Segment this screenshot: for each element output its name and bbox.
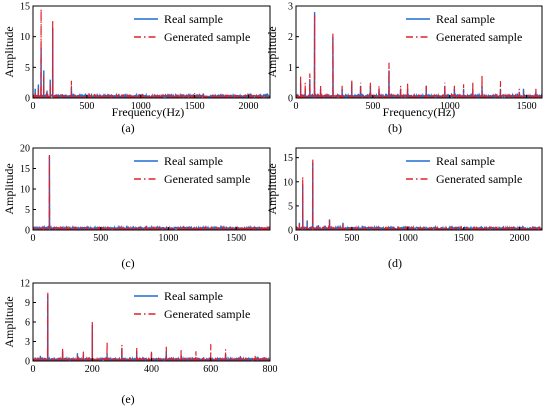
x-tick-label: 1000 bbox=[131, 101, 151, 112]
y-tick-label: 3 bbox=[288, 2, 293, 13]
y-tick-label: 0 bbox=[25, 226, 30, 237]
panel-e: 0 200 400 600 800 0 3 6 9 12 Amplitude (e) Real samp… bbox=[2, 279, 278, 407]
panel-b: 0 500 1000 1500 0 1 2 3 Amplitude Frequency(Hz) (b… bbox=[265, 2, 543, 135]
x-tick-label: 1000 bbox=[158, 233, 178, 244]
x-tick-label: 1500 bbox=[454, 233, 474, 244]
x-tick-label: 500 bbox=[93, 233, 108, 244]
x-tick-label: 500 bbox=[79, 101, 94, 112]
x-tick-label: 0 bbox=[294, 233, 299, 244]
legend: Real sample Generated sample bbox=[402, 8, 540, 46]
y-tick-label: 2 bbox=[288, 32, 293, 43]
generated-legend-label: Generated sample bbox=[436, 30, 522, 44]
real-legend-label: Real sample bbox=[164, 12, 223, 26]
real-legend-label: Real sample bbox=[436, 12, 495, 26]
y-tick-label: 0 bbox=[288, 94, 293, 105]
panel-caption: (b) bbox=[388, 121, 402, 135]
y-tick-label: 12 bbox=[20, 279, 30, 290]
y-tick-label: 15 bbox=[283, 153, 293, 164]
x-axis-label: Frequency(Hz) bbox=[112, 105, 185, 119]
x-tick-label: 500 bbox=[344, 233, 359, 244]
panel-d: 0 500 1000 1500 2000 0 5 10 15 Amplitude (d) Real s… bbox=[265, 147, 543, 270]
y-axis-label: Amplitude bbox=[265, 163, 279, 214]
y-tick-label: 20 bbox=[20, 144, 30, 155]
x-tick-label: 600 bbox=[203, 364, 218, 375]
panel-a: 0 500 1000 1500 2000 0 5 10 15 Amplitude Frequency… bbox=[2, 2, 271, 135]
x-tick-label: 200 bbox=[85, 364, 100, 375]
y-tick-label: 6 bbox=[25, 318, 30, 329]
x-tick-label: 0 bbox=[31, 233, 36, 244]
y-axis-label: Amplitude bbox=[2, 26, 16, 77]
plot-frame bbox=[295, 147, 543, 231]
x-tick-label: 1500 bbox=[517, 101, 537, 112]
plot-frame bbox=[295, 5, 543, 99]
panel-caption: (e) bbox=[121, 392, 134, 406]
y-tick-label: 10 bbox=[20, 32, 30, 43]
panel-caption: (d) bbox=[388, 256, 402, 270]
y-tick-label: 5 bbox=[288, 201, 293, 212]
y-tick-label: 0 bbox=[25, 357, 30, 368]
legend: Real sample Generated sample bbox=[130, 150, 268, 188]
legend: Real sample Generated sample bbox=[130, 285, 268, 323]
generated-legend-label: Generated sample bbox=[164, 307, 250, 321]
y-tick-label: 1 bbox=[288, 63, 293, 74]
real-legend-label: Real sample bbox=[164, 289, 223, 303]
y-tick-label: 15 bbox=[20, 2, 30, 13]
generated-legend-label: Generated sample bbox=[164, 30, 250, 44]
y-tick-label: 10 bbox=[20, 185, 30, 196]
legend: Real sample Generated sample bbox=[402, 150, 540, 188]
x-tick-label: 2000 bbox=[238, 101, 258, 112]
x-tick-label: 0 bbox=[31, 101, 36, 112]
generated-legend-label: Generated sample bbox=[164, 172, 250, 186]
panel-c: 0 500 1000 1500 0 5 10 15 20 Amplitude (c) Real sam… bbox=[2, 144, 271, 270]
y-tick-label: 5 bbox=[25, 63, 30, 74]
x-tick-label: 1500 bbox=[185, 101, 205, 112]
x-tick-label: 0 bbox=[31, 364, 36, 375]
x-tick-label: 2000 bbox=[510, 233, 530, 244]
y-tick-label: 9 bbox=[25, 298, 30, 309]
panel-caption: (a) bbox=[121, 121, 134, 135]
x-tick-label: 1000 bbox=[440, 101, 460, 112]
x-tick-label: 0 bbox=[294, 101, 299, 112]
x-tick-label: 500 bbox=[365, 101, 380, 112]
generated-sample-line bbox=[296, 159, 542, 230]
y-tick-label: 3 bbox=[25, 337, 30, 348]
generated-sample-line bbox=[33, 154, 270, 230]
generated-sample-line bbox=[33, 9, 270, 98]
x-tick-label: 1500 bbox=[226, 233, 246, 244]
y-tick-label: 0 bbox=[288, 226, 293, 237]
generated-legend-label: Generated sample bbox=[436, 172, 522, 186]
plot-frame bbox=[32, 5, 271, 99]
y-axis-label: Amplitude bbox=[2, 163, 16, 214]
x-tick-label: 1000 bbox=[398, 233, 418, 244]
x-tick-label: 800 bbox=[263, 364, 278, 375]
y-axis-label: Amplitude bbox=[2, 296, 16, 347]
y-axis-label: Amplitude bbox=[265, 26, 279, 77]
x-tick-label: 400 bbox=[144, 364, 159, 375]
real-legend-label: Real sample bbox=[164, 154, 223, 168]
legend: Real sample Generated sample bbox=[130, 8, 268, 46]
y-tick-label: 15 bbox=[20, 164, 30, 175]
generated-sample-line bbox=[296, 15, 542, 98]
y-tick-label: 10 bbox=[283, 177, 293, 188]
x-axis-label: Frequency(Hz) bbox=[383, 105, 456, 119]
y-tick-label: 5 bbox=[25, 205, 30, 216]
real-legend-label: Real sample bbox=[436, 154, 495, 168]
panel-caption: (c) bbox=[121, 256, 134, 270]
y-tick-label: 0 bbox=[25, 94, 30, 105]
